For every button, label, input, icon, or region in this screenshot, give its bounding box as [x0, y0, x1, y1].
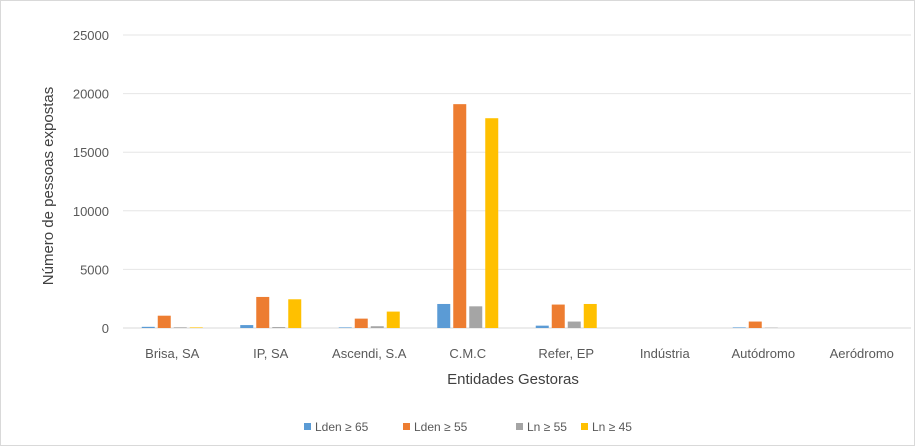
x-tick-label: Ascendi, S.A [332, 346, 407, 361]
bar [583, 303, 597, 328]
y-axis-title: Número de pessoas expostas [40, 87, 57, 285]
y-tick-labels: 0 5000 10000 15000 20000 25000 [73, 28, 109, 336]
legend-label: Ln ≥ 55 [527, 420, 567, 434]
legend-swatch [516, 423, 523, 430]
bar [485, 118, 499, 328]
x-tick-label: Autódromo [731, 346, 795, 361]
x-tick-label: IP, SA [253, 346, 289, 361]
legend-swatch [304, 423, 311, 430]
bar [453, 104, 467, 328]
bar [173, 327, 187, 328]
bar [437, 303, 451, 328]
bar [256, 296, 270, 328]
bar [288, 299, 302, 328]
x-tick-label: Refer, EP [538, 346, 594, 361]
bar [141, 326, 155, 328]
bar [469, 306, 483, 328]
bar [732, 327, 746, 328]
bar [189, 327, 203, 328]
x-tick-label: C.M.C [449, 346, 486, 361]
x-tick-label: Brisa, SA [145, 346, 200, 361]
y-tick-label: 25000 [73, 28, 109, 43]
x-axis-title: Entidades Gestoras [447, 371, 579, 388]
legend-swatch [403, 423, 410, 430]
bar [386, 311, 400, 328]
x-tick-label: Aeródromo [830, 346, 894, 361]
bar [748, 321, 762, 328]
y-tick-label: 15000 [73, 145, 109, 160]
bar [567, 321, 581, 328]
x-tick-label: Indústria [640, 346, 691, 361]
y-tick-label: 0 [102, 321, 109, 336]
legend: Lden ≥ 65 Lden ≥ 55 Ln ≥ 55 Ln ≥ 45 [304, 420, 632, 434]
bar [535, 325, 549, 328]
legend-swatch [581, 423, 588, 430]
bar [240, 325, 254, 328]
gridlines [123, 34, 911, 329]
bar [551, 304, 565, 328]
y-tick-label: 20000 [73, 87, 109, 102]
legend-label: Lden ≥ 55 [414, 420, 468, 434]
y-tick-label: 10000 [73, 204, 109, 219]
bar [338, 327, 352, 328]
bars [141, 104, 778, 328]
y-tick-label: 5000 [80, 262, 109, 277]
bar [354, 318, 368, 328]
bar [370, 326, 384, 328]
bar [272, 327, 286, 328]
bar [157, 315, 171, 328]
x-tick-labels: Brisa, SA IP, SA Ascendi, S.A C.M.C Refer, E… [145, 346, 894, 361]
legend-label: Lden ≥ 65 [315, 420, 369, 434]
legend-label: Ln ≥ 45 [592, 420, 632, 434]
